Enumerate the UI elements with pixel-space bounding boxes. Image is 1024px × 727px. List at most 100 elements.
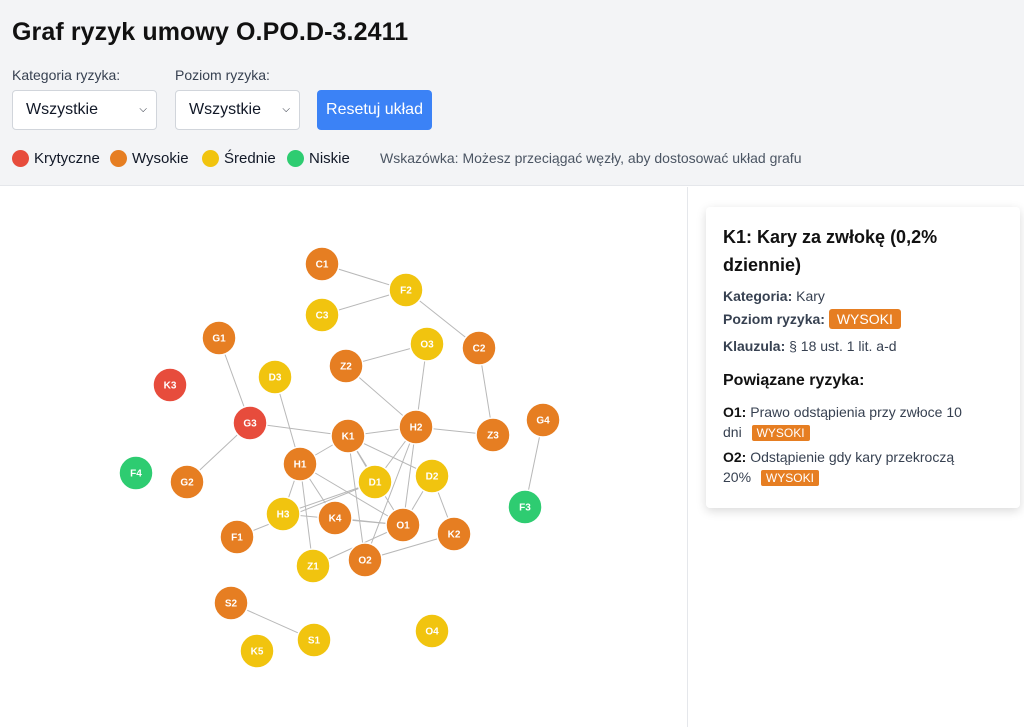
graph-node-c1[interactable]: C1 bbox=[304, 246, 340, 282]
graph-node-d1[interactable]: D1 bbox=[357, 464, 393, 500]
graph-node-circle[interactable] bbox=[304, 246, 340, 282]
legend-dot-icon bbox=[110, 149, 127, 167]
graph-node-label: Z3 bbox=[487, 431, 499, 442]
graph-node-s1[interactable]: S1 bbox=[296, 622, 332, 658]
graph-node-o4[interactable]: O4 bbox=[414, 613, 450, 649]
graph-node-o3[interactable]: O3 bbox=[409, 326, 445, 362]
graph-node-k4[interactable]: K4 bbox=[317, 500, 353, 536]
graph-node-label: F2 bbox=[400, 286, 412, 297]
category-select[interactable]: Wszystkie ⌵ bbox=[12, 90, 157, 130]
graph-node-circle[interactable] bbox=[398, 409, 434, 445]
graph-node-circle[interactable] bbox=[347, 542, 383, 578]
graph-node-label: S2 bbox=[225, 599, 238, 610]
graph-node-circle[interactable] bbox=[232, 405, 268, 441]
graph-node-k2[interactable]: K2 bbox=[436, 516, 472, 552]
graph-node-label: G4 bbox=[536, 416, 550, 427]
risk-detail-title: K1: Kary za zwłokę (0,2% dziennie) bbox=[723, 227, 938, 275]
graph-node-label: Z2 bbox=[340, 362, 352, 373]
graph-node-circle[interactable] bbox=[507, 489, 543, 525]
graph-node-circle[interactable] bbox=[388, 272, 424, 308]
graph-node-o2[interactable]: O2 bbox=[347, 542, 383, 578]
chevron-down-icon: ⌵ bbox=[139, 104, 147, 115]
reset-layout-button[interactable]: Resetuj układ bbox=[317, 90, 432, 130]
related-risk-text: Prawo odstąpienia przy zwłoce 10 dni bbox=[723, 404, 962, 440]
related-risk-badge: WYSOKI bbox=[760, 470, 819, 486]
graph-node-circle[interactable] bbox=[169, 464, 205, 500]
graph-node-circle[interactable] bbox=[265, 496, 301, 532]
graph-node-g2[interactable]: G2 bbox=[169, 464, 205, 500]
graph-node-label: K2 bbox=[448, 530, 461, 541]
toolbar-header: Graf ryzyk umowy O.PO.D-3.2411 Kategoria… bbox=[0, 0, 1024, 186]
graph-node-circle[interactable] bbox=[357, 464, 393, 500]
graph-node-circle[interactable] bbox=[461, 330, 497, 366]
graph-node-circle[interactable] bbox=[317, 500, 353, 536]
legend-item-low: Niskie bbox=[287, 148, 350, 168]
graph-node-g1[interactable]: G1 bbox=[201, 320, 237, 356]
graph-node-circle[interactable] bbox=[475, 417, 511, 453]
graph-node-circle[interactable] bbox=[436, 516, 472, 552]
graph-node-circle[interactable] bbox=[525, 402, 561, 438]
related-risk-item[interactable]: O2: Odstąpienie gdy kary przekroczą 20% … bbox=[723, 447, 973, 487]
related-risk-badge: WYSOKI bbox=[751, 425, 810, 441]
graph-node-circle[interactable] bbox=[282, 446, 318, 482]
graph-node-label: O4 bbox=[425, 627, 439, 638]
graph-node-h2[interactable]: H2 bbox=[398, 409, 434, 445]
graph-node-circle[interactable] bbox=[330, 418, 366, 454]
graph-node-circle[interactable] bbox=[304, 297, 340, 333]
graph-node-d2[interactable]: D2 bbox=[414, 458, 450, 494]
graph-node-h1[interactable]: H1 bbox=[282, 446, 318, 482]
graph-node-circle[interactable] bbox=[239, 633, 275, 669]
graph-node-o1[interactable]: O1 bbox=[385, 507, 421, 543]
graph-node-k3[interactable]: K3 bbox=[152, 367, 188, 403]
risk-graph-canvas[interactable]: C1 F2 C3 G1 O3 C2 Z2 K3 D3 G3 K1 H2 Z3 G4 F4 H1 D1 D2 G2 F3… bbox=[0, 187, 688, 727]
category-filter-label: Kategoria ryzyka: bbox=[12, 67, 121, 83]
level-select-value: Wszystkie bbox=[189, 101, 261, 118]
graph-node-circle[interactable] bbox=[219, 519, 255, 555]
graph-edge bbox=[236, 481, 376, 538]
legend-dot-icon bbox=[12, 149, 29, 167]
graph-node-z3[interactable]: Z3 bbox=[475, 417, 511, 453]
graph-node-g4[interactable]: G4 bbox=[525, 402, 561, 438]
risk-clause-line: Klauzula: § 18 ust. 1 lit. a-d bbox=[723, 338, 897, 354]
graph-node-circle[interactable] bbox=[385, 507, 421, 543]
graph-node-circle[interactable] bbox=[328, 348, 364, 384]
risk-category-value: Kary bbox=[796, 288, 825, 304]
graph-node-circle[interactable] bbox=[414, 613, 450, 649]
graph-node-c2[interactable]: C2 bbox=[461, 330, 497, 366]
graph-node-z2[interactable]: Z2 bbox=[328, 348, 364, 384]
graph-node-label: C1 bbox=[316, 260, 329, 271]
graph-node-circle[interactable] bbox=[257, 359, 293, 395]
related-risk-id: O2: bbox=[723, 449, 747, 465]
risk-clause-label: Klauzula: bbox=[723, 338, 786, 354]
graph-node-s2[interactable]: S2 bbox=[213, 585, 249, 621]
graph-node-z1[interactable]: Z1 bbox=[295, 548, 331, 584]
graph-node-circle[interactable] bbox=[295, 548, 331, 584]
graph-node-circle[interactable] bbox=[152, 367, 188, 403]
graph-node-circle[interactable] bbox=[296, 622, 332, 658]
page-title: Graf ryzyk umowy O.PO.D-3.2411 bbox=[12, 18, 409, 46]
graph-node-k5[interactable]: K5 bbox=[239, 633, 275, 669]
graph-node-k1[interactable]: K1 bbox=[330, 418, 366, 454]
graph-node-f2[interactable]: F2 bbox=[388, 272, 424, 308]
graph-edge bbox=[364, 426, 417, 561]
graph-node-circle[interactable] bbox=[201, 320, 237, 356]
graph-node-label: O3 bbox=[420, 340, 434, 351]
related-risk-item[interactable]: O1: Prawo odstąpienia przy zwłoce 10 dni… bbox=[723, 402, 973, 442]
graph-node-g3[interactable]: G3 bbox=[232, 405, 268, 441]
graph-node-d3[interactable]: D3 bbox=[257, 359, 293, 395]
level-select[interactable]: Wszystkie ⌵ bbox=[175, 90, 300, 130]
graph-node-circle[interactable] bbox=[409, 326, 445, 362]
risk-graph[interactable]: C1 F2 C3 G1 O3 C2 Z2 K3 D3 G3 K1 H2 Z3 G4 F4 H1 D1 D2 G2 F3… bbox=[0, 187, 688, 727]
graph-node-f4[interactable]: F4 bbox=[118, 455, 154, 491]
graph-node-circle[interactable] bbox=[213, 585, 249, 621]
graph-node-circle[interactable] bbox=[118, 455, 154, 491]
graph-node-h3[interactable]: H3 bbox=[265, 496, 301, 532]
graph-node-label: K5 bbox=[251, 647, 264, 658]
graph-node-f1[interactable]: F1 bbox=[219, 519, 255, 555]
graph-node-circle[interactable] bbox=[414, 458, 450, 494]
graph-node-c3[interactable]: C3 bbox=[304, 297, 340, 333]
graph-node-label: F3 bbox=[519, 503, 531, 514]
graph-node-f3[interactable]: F3 bbox=[507, 489, 543, 525]
drag-hint-text: Wskazówka: Możesz przeciągać węzły, aby … bbox=[380, 150, 802, 166]
graph-node-label: C3 bbox=[316, 311, 329, 322]
